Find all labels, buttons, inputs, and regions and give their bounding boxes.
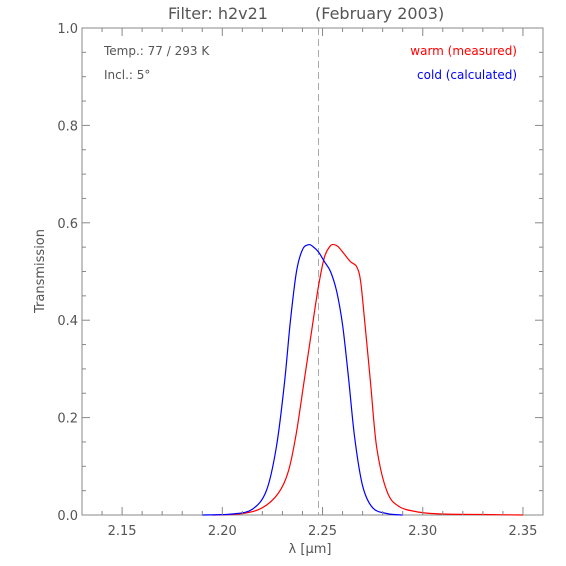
y-tick-label: 0.2: [57, 412, 78, 427]
y-axis-title: Transmission: [33, 229, 48, 314]
legend-cold: cold (calculated): [417, 68, 517, 82]
y-tick-label: 0.4: [57, 314, 78, 329]
y-tick-label: 1.0: [57, 22, 78, 37]
chart-title: Filter: h2v21: [168, 4, 268, 23]
x-axis-title: λ [μm]: [289, 542, 332, 557]
x-tick-label: 2.35: [508, 524, 537, 539]
x-tick-label: 2.25: [308, 524, 337, 539]
annotation-inclination: Incl.: 5°: [104, 68, 150, 82]
y-tick-label: 0.6: [57, 217, 78, 232]
x-tick-label: 2.30: [408, 524, 437, 539]
x-tick-label: 2.15: [108, 524, 137, 539]
annotation-temperature: Temp.: 77 / 293 K: [103, 44, 210, 58]
y-tick-label: 0.8: [57, 119, 78, 134]
chart-subtitle: (February 2003): [315, 4, 444, 23]
y-tick-label: 0.0: [57, 509, 78, 524]
series-line-warm: [212, 243, 524, 516]
legend-warm: warm (measured): [410, 44, 517, 58]
series-line-cold: [202, 243, 403, 516]
plot-frame: [81, 27, 544, 516]
x-tick-label: 2.20: [208, 524, 237, 539]
